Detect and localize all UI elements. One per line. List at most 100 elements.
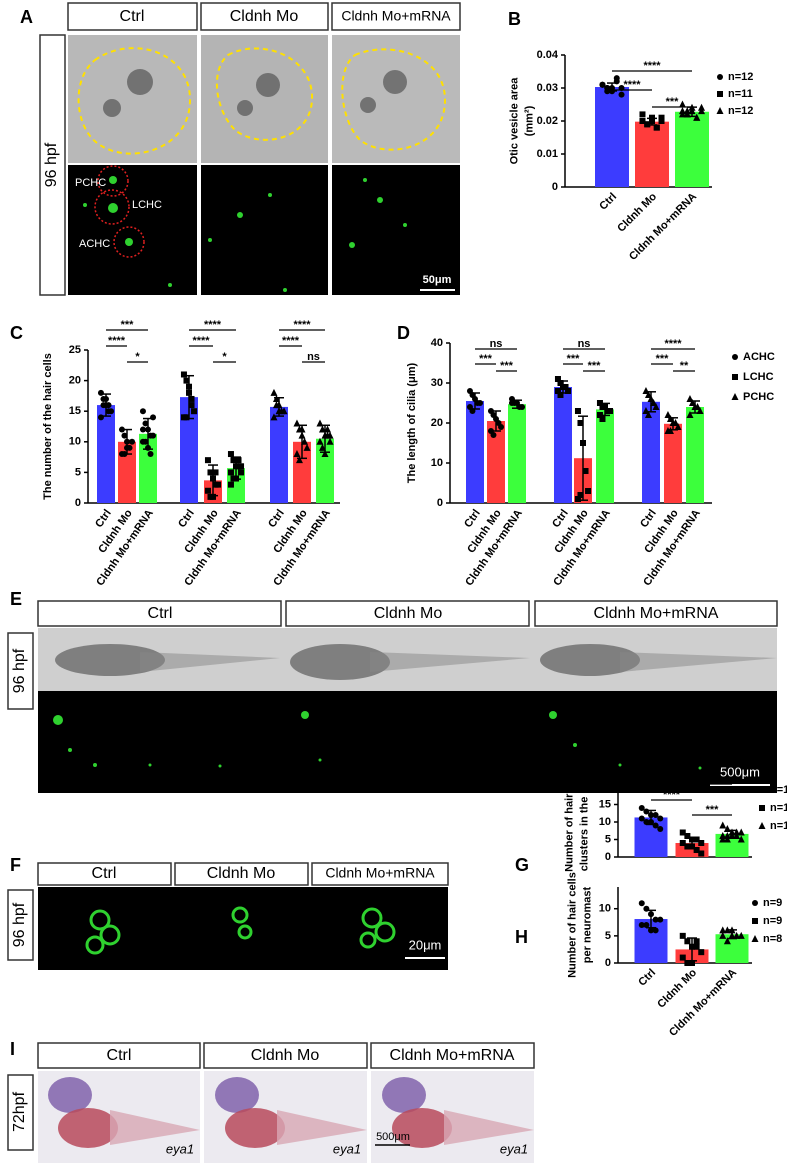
data-point bbox=[679, 829, 686, 836]
data-point bbox=[139, 426, 146, 433]
significance-label: *** bbox=[656, 353, 670, 365]
data-point bbox=[508, 400, 515, 406]
data-point bbox=[599, 416, 606, 422]
data-point bbox=[577, 420, 584, 426]
data-point bbox=[733, 931, 741, 939]
data-point bbox=[644, 411, 652, 418]
y-tick-label: 0 bbox=[75, 497, 81, 509]
data-point bbox=[638, 922, 645, 928]
data-point bbox=[684, 843, 691, 850]
gene-label: eya1 bbox=[333, 1141, 361, 1156]
data-point bbox=[638, 900, 645, 907]
header: Ctrl bbox=[107, 1047, 132, 1064]
data-point bbox=[678, 100, 686, 108]
data-point bbox=[105, 402, 112, 409]
data-point bbox=[607, 408, 614, 414]
data-point bbox=[554, 388, 561, 394]
data-point bbox=[698, 949, 705, 956]
y-tick-label: 0.04 bbox=[537, 49, 559, 61]
y-tick-label: 5 bbox=[75, 466, 81, 478]
data-point bbox=[639, 118, 646, 124]
bar bbox=[664, 423, 682, 503]
x-tick-label: Ctrl bbox=[176, 508, 197, 530]
y-tick-label: 5 bbox=[605, 930, 611, 942]
data-point bbox=[652, 916, 659, 923]
legend-label: n=11 bbox=[770, 802, 787, 814]
data-point bbox=[653, 124, 660, 131]
y-tick-label: 0.03 bbox=[537, 82, 558, 94]
data-point bbox=[719, 821, 727, 829]
bar bbox=[595, 87, 629, 187]
y-tick-label: 10 bbox=[69, 436, 81, 448]
legend-label: n=12 bbox=[728, 71, 753, 83]
header: Cldnh Mo bbox=[374, 605, 443, 622]
legend-marker bbox=[759, 787, 765, 793]
data-point bbox=[191, 408, 198, 415]
header: Ctrl bbox=[92, 865, 117, 882]
stage-label: 96 hpf bbox=[43, 142, 60, 187]
data-point bbox=[698, 850, 705, 857]
data-point bbox=[658, 118, 665, 124]
data-point bbox=[648, 927, 654, 934]
data-point bbox=[212, 469, 219, 476]
scale-label: 50μm bbox=[423, 274, 452, 286]
significance-label: *** bbox=[121, 319, 135, 331]
legend-label: n=8 bbox=[763, 933, 782, 945]
data-point bbox=[188, 402, 195, 409]
data-point bbox=[210, 493, 216, 500]
data-point bbox=[574, 408, 581, 414]
data-point bbox=[150, 432, 157, 439]
data-point bbox=[295, 456, 303, 464]
significance-label: *** bbox=[706, 804, 720, 816]
data-point bbox=[698, 103, 706, 111]
legend-marker bbox=[717, 74, 723, 80]
header: Cldnh Mo bbox=[207, 865, 276, 882]
stage-label: 96 hpf bbox=[11, 648, 28, 693]
data-point bbox=[737, 828, 745, 836]
data-point bbox=[147, 451, 154, 458]
data-point bbox=[686, 411, 694, 418]
y-tick-label: 0 bbox=[605, 957, 611, 969]
data-point bbox=[150, 414, 157, 421]
data-point bbox=[688, 399, 696, 406]
data-point bbox=[235, 457, 242, 464]
y-axis-label: (mm²) bbox=[523, 105, 535, 136]
legend-marker bbox=[716, 107, 724, 114]
data-point bbox=[618, 91, 625, 98]
cell-label: LCHC bbox=[132, 199, 162, 211]
legend-marker bbox=[732, 354, 738, 360]
significance-label: *** bbox=[588, 360, 602, 372]
data-point bbox=[272, 401, 280, 409]
data-point bbox=[672, 419, 680, 426]
data-point bbox=[324, 425, 332, 433]
panel-label: A bbox=[20, 7, 33, 27]
data-point bbox=[693, 943, 700, 950]
header: Cldnh Mo+mRNA bbox=[341, 8, 451, 24]
y-tick-label: 30 bbox=[431, 377, 443, 389]
panel-label: D bbox=[397, 323, 410, 343]
bar bbox=[642, 401, 660, 503]
data-point bbox=[689, 960, 695, 966]
y-axis-label: The length of cilia (μm) bbox=[406, 362, 418, 483]
data-point bbox=[723, 835, 731, 843]
data-point bbox=[652, 812, 659, 818]
data-point bbox=[227, 481, 234, 488]
data-point bbox=[105, 408, 112, 415]
legend-label: ACHC bbox=[743, 351, 775, 363]
data-point bbox=[293, 450, 301, 458]
significance-label: ** bbox=[680, 360, 689, 372]
bar bbox=[293, 441, 311, 503]
significance-label: **** bbox=[204, 319, 222, 331]
x-tick-label: Ctrl bbox=[266, 508, 287, 530]
significance-label: *** bbox=[500, 360, 514, 372]
header: Cldnh Mo+mRNA bbox=[594, 605, 719, 622]
data-point bbox=[643, 922, 650, 928]
cell-label: ACHC bbox=[79, 238, 110, 250]
legend-label: LCHC bbox=[743, 371, 774, 383]
data-point bbox=[643, 819, 650, 825]
data-point bbox=[207, 469, 214, 476]
data-point bbox=[121, 432, 128, 439]
micrographs bbox=[38, 628, 777, 793]
data-point bbox=[658, 114, 665, 121]
data-point bbox=[604, 85, 611, 91]
